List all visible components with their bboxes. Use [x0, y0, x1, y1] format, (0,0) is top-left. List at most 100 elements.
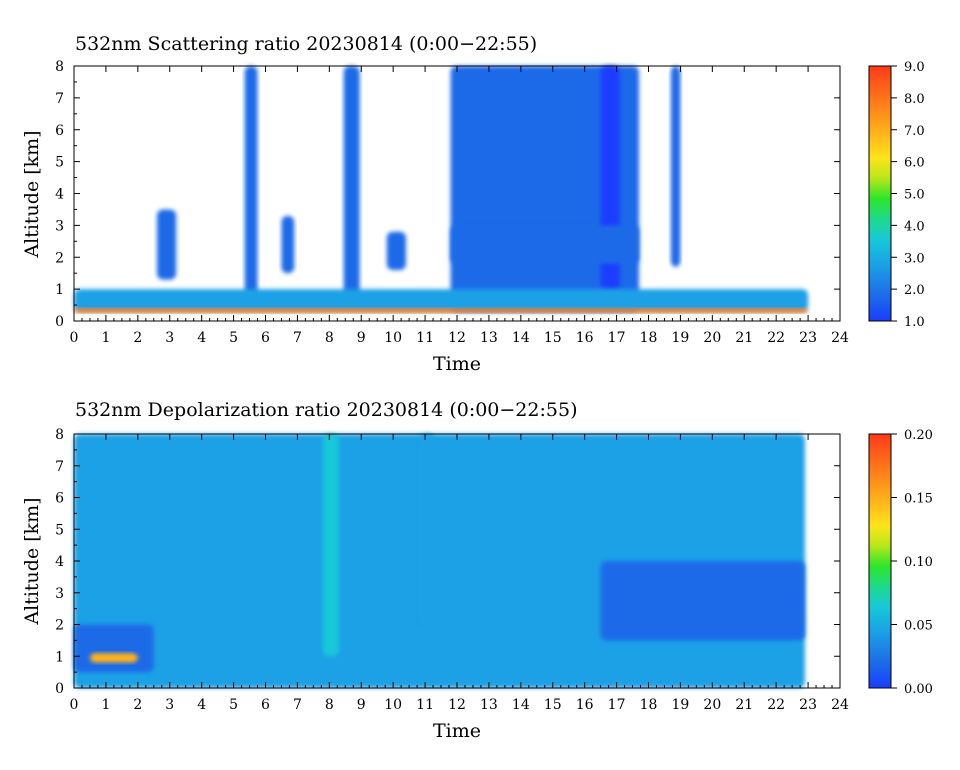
- x-tick-label: 20: [703, 330, 721, 346]
- scattering-ratio-field: [74, 66, 809, 314]
- x-tick-label: 15: [544, 697, 562, 713]
- heatmap-region-8: [386, 231, 406, 270]
- x-tick-label: 18: [640, 697, 658, 713]
- depolarization-ratio-field: [74, 434, 805, 688]
- panel1-y-ticks: 0 1 2 3 4 5 6 7 8: [55, 59, 840, 330]
- x-tick-label: 5: [229, 697, 238, 713]
- panel2-x-ticks: 0 1 2 3 4 5 6 7 8 9 10 11 12 13 14 15 16 17 18 19 20 21 22 23 24: [70, 434, 849, 713]
- colorbar-tick-label: 0.15: [904, 492, 933, 507]
- x-tick-label: 3: [165, 697, 174, 713]
- x-tick-label: 19: [672, 697, 690, 713]
- y-tick-label: 8: [55, 59, 64, 75]
- colorbar-tick-label: 4.0: [904, 219, 925, 234]
- colorbar-tick-label: 0.10: [904, 555, 933, 570]
- heatmap-region-3: [322, 434, 339, 657]
- x-tick-label: 9: [357, 330, 366, 346]
- x-tick-label: 10: [384, 330, 402, 346]
- x-tick-label: 1: [101, 330, 110, 346]
- x-tick-label: 17: [608, 697, 626, 713]
- y-tick-label: 0: [55, 314, 64, 330]
- x-tick-label: 16: [576, 697, 594, 713]
- colorbar-tick-label: 9.0: [904, 60, 925, 75]
- panel2-x-label: Time: [433, 720, 481, 742]
- panel1-title: 532nm Scattering ratio 20230814 (0:00−22…: [75, 33, 537, 55]
- x-tick-label: 23: [799, 697, 817, 713]
- y-tick-label: 6: [55, 123, 64, 139]
- panel2-colorbar: [868, 433, 892, 689]
- x-tick-label: 2: [133, 697, 142, 713]
- y-tick-label: 4: [55, 187, 64, 203]
- heatmap-region-9: [74, 289, 809, 312]
- panel2-y-label: Altitude [km]: [21, 497, 43, 625]
- x-tick-label: 7: [293, 330, 302, 346]
- y-tick-label: 5: [55, 522, 64, 538]
- x-tick-label: 24: [831, 330, 849, 346]
- x-tick-label: 5: [229, 330, 238, 346]
- panel1-colorbar-ticks: 1.0 2.0 3.0 4.0 5.0 6.0 7.0 8.0 9.0: [891, 60, 925, 330]
- colorbar-tick-label: 6.0: [904, 156, 925, 171]
- panel2-colorbar-ticks: 0.00 0.05 0.10 0.15 0.20: [891, 428, 933, 697]
- y-tick-label: 3: [55, 586, 64, 602]
- y-tick-label: 1: [55, 649, 64, 665]
- heatmap-region-5: [670, 66, 681, 267]
- colorbar-tick-label: 5.0: [904, 188, 925, 203]
- colorbar-tick-label: 0.05: [904, 619, 933, 634]
- x-tick-label: 4: [197, 697, 206, 713]
- x-tick-label: 21: [735, 697, 753, 713]
- x-tick-label: 14: [512, 697, 530, 713]
- x-tick-label: 23: [799, 330, 817, 346]
- x-tick-label: 0: [70, 697, 79, 713]
- x-tick-label: 20: [703, 697, 721, 713]
- y-tick-label: 7: [55, 91, 64, 107]
- colorbar-tick-label: 7.0: [904, 124, 925, 139]
- y-tick-label: 0: [55, 681, 64, 697]
- x-tick-label: 11: [416, 697, 434, 713]
- heatmap-region-1: [600, 561, 805, 641]
- y-tick-label: 1: [55, 282, 64, 298]
- x-tick-label: 11: [416, 330, 434, 346]
- x-tick-label: 17: [608, 330, 626, 346]
- x-tick-label: 10: [384, 697, 402, 713]
- heatmap-region-4: [418, 434, 435, 625]
- x-tick-label: 22: [767, 697, 785, 713]
- x-tick-label: 16: [576, 330, 594, 346]
- heatmap-region-2: [450, 225, 639, 264]
- y-tick-label: 2: [55, 250, 64, 266]
- x-tick-label: 21: [735, 330, 753, 346]
- x-tick-label: 4: [197, 330, 206, 346]
- panel1-x-label: Time: [433, 353, 481, 375]
- x-tick-label: 19: [672, 330, 690, 346]
- y-tick-label: 3: [55, 218, 64, 234]
- x-tick-label: 3: [165, 330, 174, 346]
- x-tick-label: 0: [70, 330, 79, 346]
- y-tick-label: 4: [55, 554, 64, 570]
- x-tick-label: 8: [325, 330, 334, 346]
- x-tick-label: 14: [512, 330, 530, 346]
- heatmap-region-10: [74, 308, 809, 314]
- x-tick-label: 22: [767, 330, 785, 346]
- panel2-title: 532nm Depolarization ratio 20230814 (0:0…: [75, 399, 577, 421]
- x-tick-label: 12: [448, 697, 466, 713]
- x-tick-label: 6: [261, 330, 270, 346]
- x-tick-label: 13: [480, 330, 498, 346]
- x-tick-label: 15: [544, 330, 562, 346]
- x-tick-label: 8: [325, 697, 334, 713]
- colorbar-tick-label: 0.00: [904, 682, 933, 697]
- x-tick-label: 9: [357, 697, 366, 713]
- x-tick-label: 18: [640, 330, 658, 346]
- x-tick-label: 12: [448, 330, 466, 346]
- panel1-x-ticks: 0 1 2 3 4 5 6 7 8 9 10 11 12 13 14 15 16 17 18 19 20 21 22 23 24: [70, 66, 849, 346]
- heatmap-region-3: [244, 66, 258, 306]
- x-tick-label: 24: [831, 697, 849, 713]
- panel1-y-label: Altitude [km]: [21, 130, 43, 258]
- x-tick-label: 6: [261, 697, 270, 713]
- colorbar-tick-label: 3.0: [904, 251, 925, 266]
- y-tick-label: 6: [55, 491, 64, 507]
- heatmap-region-2: [74, 624, 154, 673]
- x-tick-label: 1: [101, 697, 110, 713]
- colorbar-tick-label: 8.0: [904, 92, 925, 107]
- panel2-y-ticks: 0 1 2 3 4 5 6 7 8: [55, 427, 840, 697]
- x-tick-label: 13: [480, 697, 498, 713]
- colorbar-tick-label: 2.0: [904, 283, 925, 298]
